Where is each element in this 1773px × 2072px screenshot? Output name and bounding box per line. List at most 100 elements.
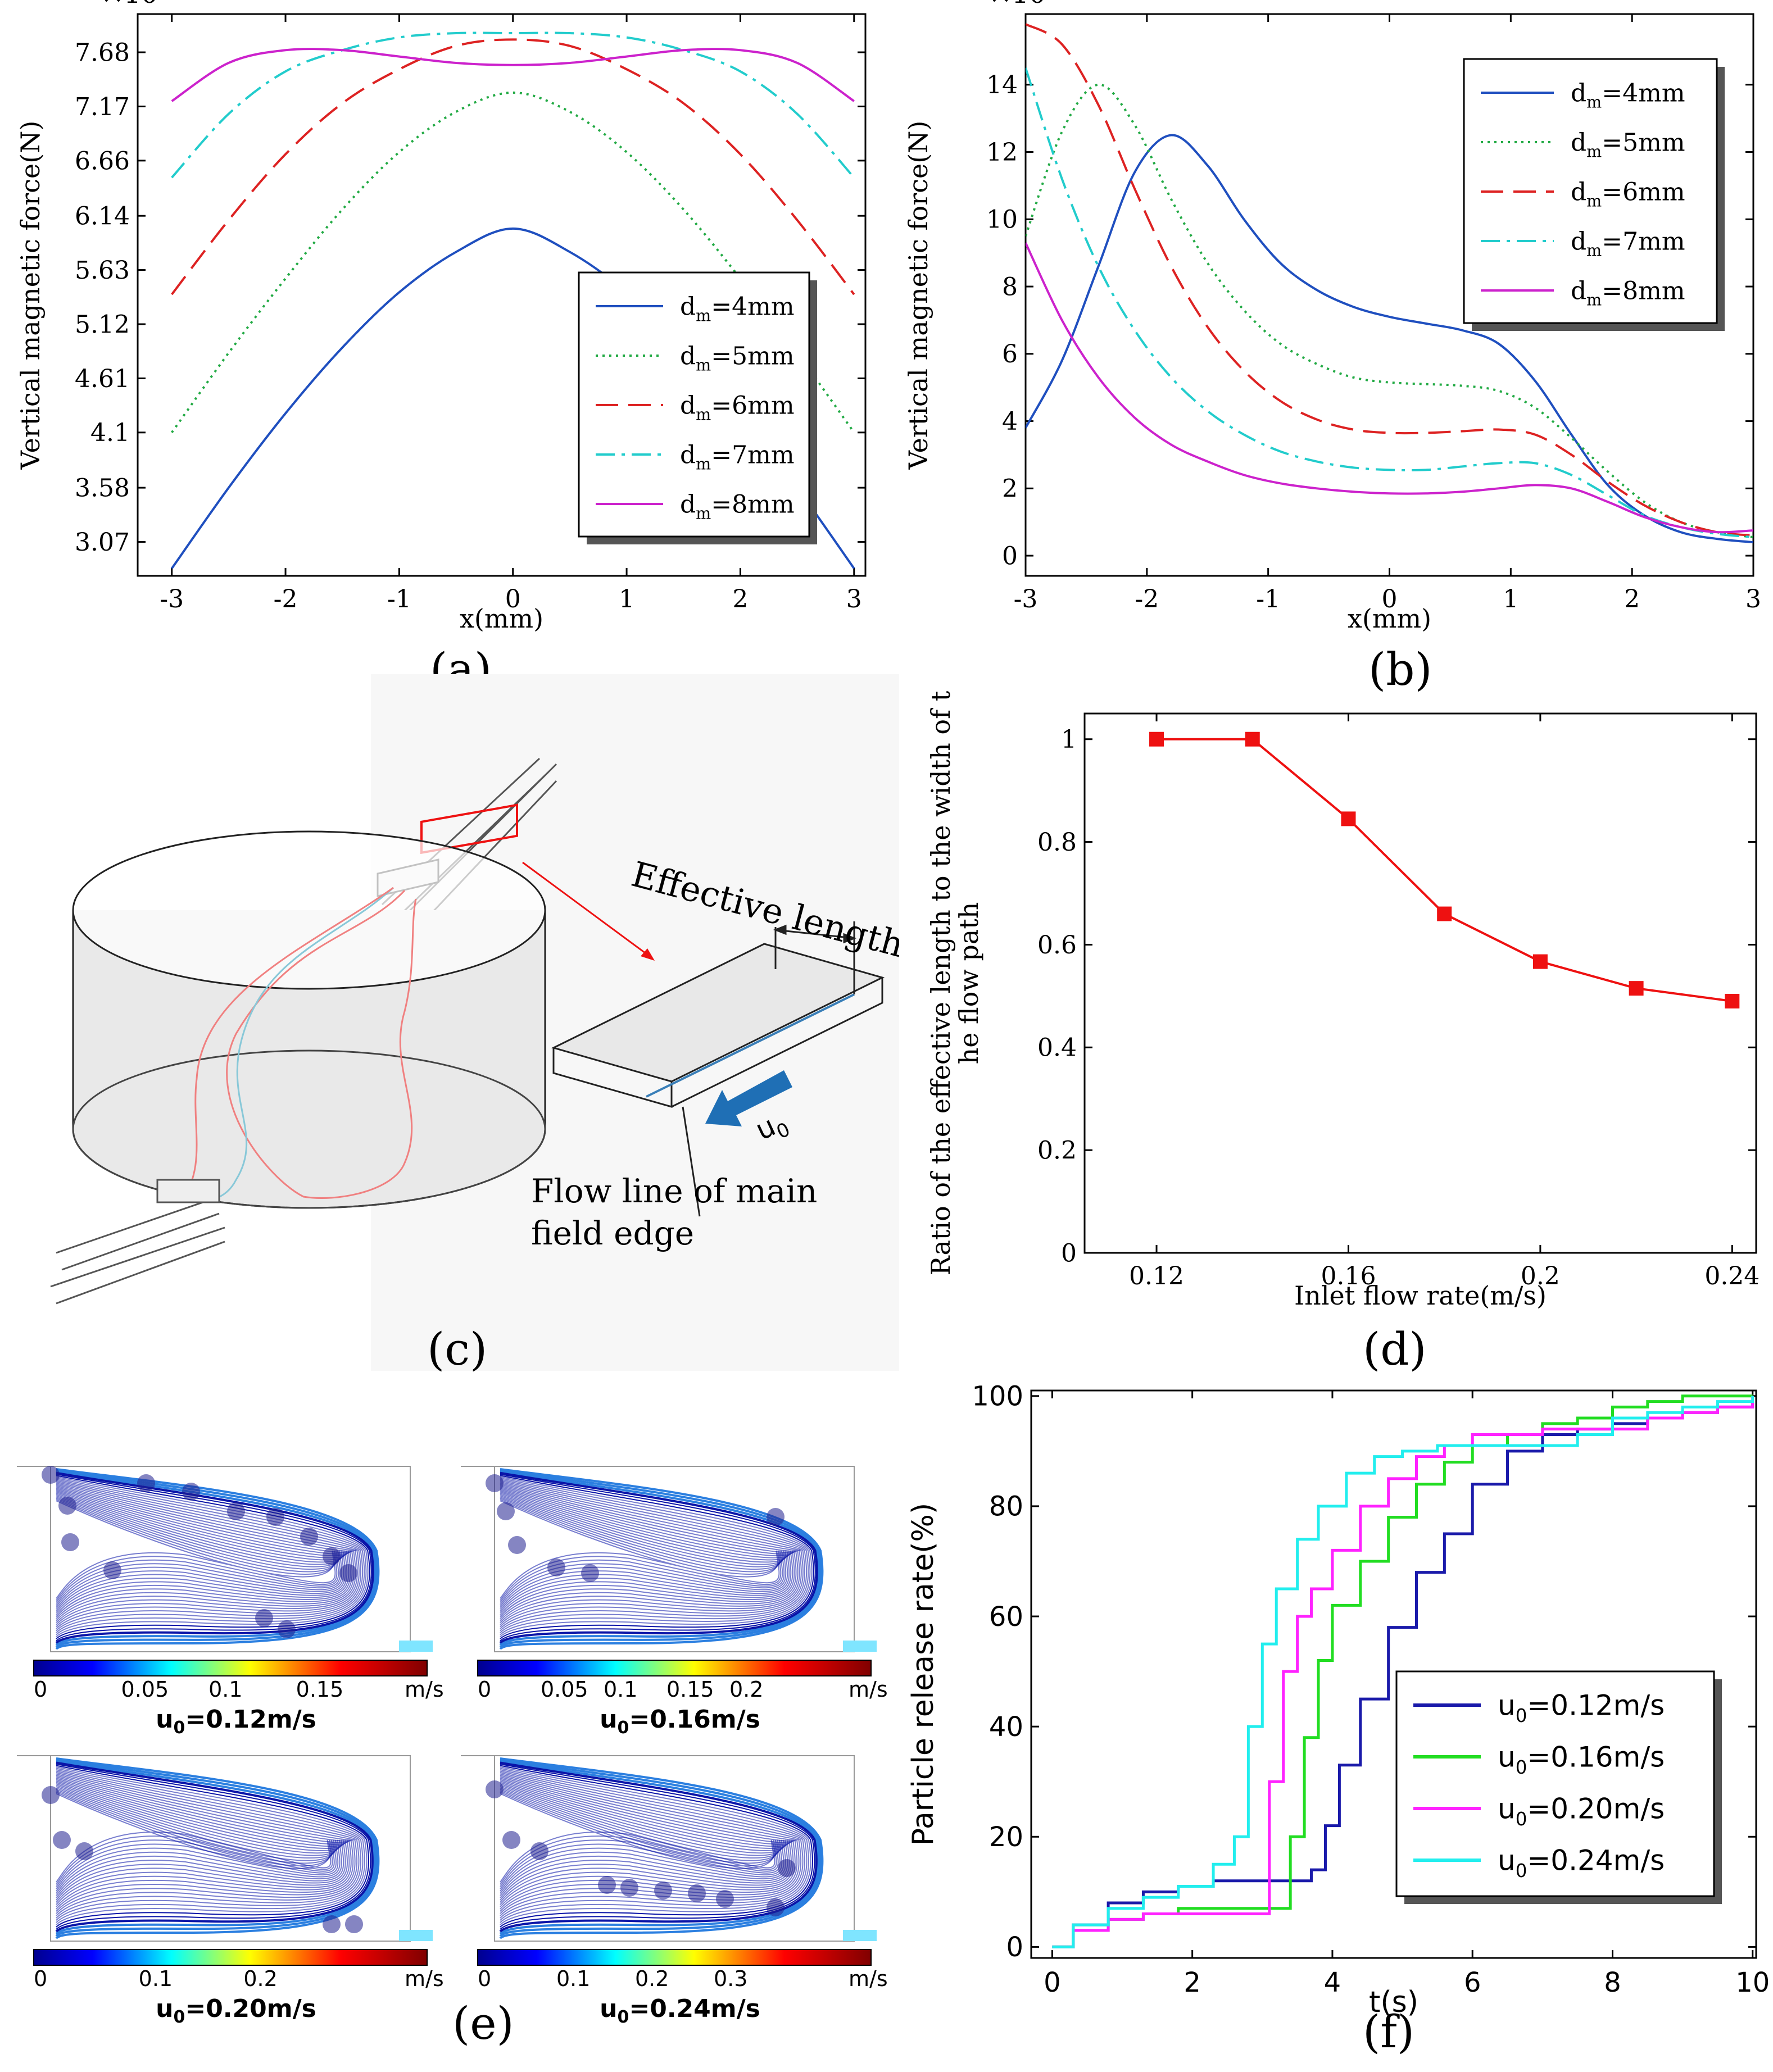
chart-f-panel: 0 2 4 6 8 10 0 20 40 60 80 100 t(s) Particle release …: [899, 1365, 1773, 2028]
streamline: [55, 1471, 374, 1644]
x-tick-label: 4: [1324, 1967, 1341, 1998]
y-tick-label: 0: [1006, 1932, 1023, 1963]
data-point-6: [1629, 981, 1644, 996]
particle: [688, 1884, 706, 1902]
streamline: [56, 1476, 369, 1638]
streamline: [56, 1786, 341, 1894]
x-tick-label: 0: [505, 585, 521, 614]
streamline: [56, 1770, 362, 1919]
label-d: (d): [1363, 1323, 1427, 1375]
x-tick-label: 1: [1503, 585, 1518, 614]
streamline: [56, 1793, 332, 1883]
particle: [339, 1564, 357, 1582]
streamline: [499, 1759, 822, 1937]
streamline: [500, 1479, 809, 1633]
particle: [620, 1879, 638, 1897]
label-b: (b): [1368, 643, 1432, 696]
x-tick-label: -2: [274, 585, 298, 614]
particle: [53, 1831, 71, 1849]
y-tick-label: 20: [989, 1821, 1023, 1853]
streamline-plot-3: 0 0.1 0.2 m/su0=0.20m/s: [17, 1755, 444, 2027]
streamline: [56, 1474, 372, 1642]
caption-rest: =0.12m/s: [185, 1705, 316, 1734]
legend-entry-3: dm=6mm: [1571, 178, 1685, 210]
particle: [182, 1483, 200, 1501]
flow-line-label-2: field edge: [531, 1214, 694, 1252]
streamline: [500, 1766, 811, 1925]
chart-a: -3 -2 -1 0 1 2 3 3.07 3.58 4.1 4.61 5.12 5.63 6.14 6.6…: [15, 0, 867, 634]
particle: [598, 1876, 616, 1894]
velocity-caption: u0=0.12m/s: [156, 1705, 316, 1738]
data-point-2: [1245, 731, 1260, 747]
flow-line-label-1: Flow line of main: [531, 1172, 817, 1210]
streamline: [56, 1487, 353, 1619]
x-tick-label: -3: [1014, 585, 1038, 614]
colorbar-tick: 0: [34, 1966, 47, 1991]
x-tick-label: -2: [1135, 585, 1159, 614]
streamline: [55, 1761, 374, 1933]
streamline: [56, 1482, 360, 1628]
streamline: [56, 1769, 364, 1921]
flow-line-pointer: [682, 1106, 701, 1217]
plot-frame: [137, 13, 867, 577]
streamline: [55, 1469, 378, 1648]
caption-sub: 0: [617, 2007, 629, 2027]
particle: [278, 1620, 296, 1638]
legend-entry-4: dm=7mm: [680, 440, 795, 473]
colorbar-tick: 0.15: [296, 1677, 344, 1702]
colorbar-tick: 0.2: [729, 1677, 763, 1702]
y-tick-label: 3.58: [75, 474, 130, 503]
label-f: (f): [1363, 2006, 1415, 2058]
streamline: [56, 1497, 339, 1603]
legend-main: d: [1571, 276, 1586, 305]
particle: [61, 1533, 79, 1551]
legend-rest: =0.20m/s: [1527, 1793, 1665, 1825]
streamline: [500, 1793, 776, 1883]
streamline: [55, 1757, 380, 1939]
plot-frame: [1083, 712, 1757, 1254]
legend-entry-2: dm=5mm: [680, 342, 795, 374]
legend-sub: m: [1586, 191, 1602, 210]
y-tick-label: 0: [1061, 1239, 1077, 1267]
legend-sub: 0: [1516, 1757, 1527, 1778]
legend-sub: m: [1586, 240, 1602, 260]
data-point-1: [1149, 731, 1164, 747]
y-tick-label: 8: [1002, 272, 1018, 301]
streamline: [55, 1760, 376, 1935]
streamline: [499, 1471, 818, 1644]
data-point-3: [1341, 811, 1356, 826]
streamline: [500, 1486, 799, 1621]
data-point-4: [1437, 906, 1452, 921]
streamline: [55, 1468, 380, 1650]
legend-rest: =8mm: [1602, 276, 1685, 305]
effective-zone-box: [420, 803, 518, 855]
streamline: [56, 1778, 352, 1907]
legend-sub: m: [696, 454, 711, 473]
particle: [767, 1898, 785, 1916]
streamline: [500, 1480, 808, 1632]
streamline: [500, 1775, 800, 1912]
y-tick-label: 14: [986, 71, 1018, 99]
streamline: [56, 1789, 337, 1889]
colorbar-unit: m/s: [849, 1677, 888, 1702]
diagram-c-panel: Effective length u0 Flow line of main fi…: [0, 674, 899, 1371]
streamline: [56, 1767, 365, 1923]
streamline: [499, 1757, 824, 1939]
colorbar-tick: 0.1: [556, 1966, 590, 1991]
legend-main: d: [1571, 227, 1586, 256]
x-tick-label: -1: [1256, 585, 1280, 614]
legend-sub: m: [1586, 92, 1602, 111]
legend-entry-3: u0=0.20m/s: [1498, 1793, 1665, 1830]
streamline: [56, 1783, 344, 1898]
particle: [581, 1564, 599, 1582]
legend-main: u: [1498, 1844, 1516, 1877]
y-axis-label: Vertical magnetic force(N): [15, 121, 46, 470]
x-tick-label: 10: [1735, 1967, 1770, 1998]
flow-direction-arrow: [705, 1070, 792, 1126]
plot-frame: [1030, 1389, 1757, 1959]
x-tick-label: 0: [1382, 585, 1398, 614]
particle: [103, 1561, 121, 1579]
exponent-label: ×10⁻⁹: [989, 0, 1071, 10]
colorbar-tick: 0: [478, 1677, 491, 1702]
